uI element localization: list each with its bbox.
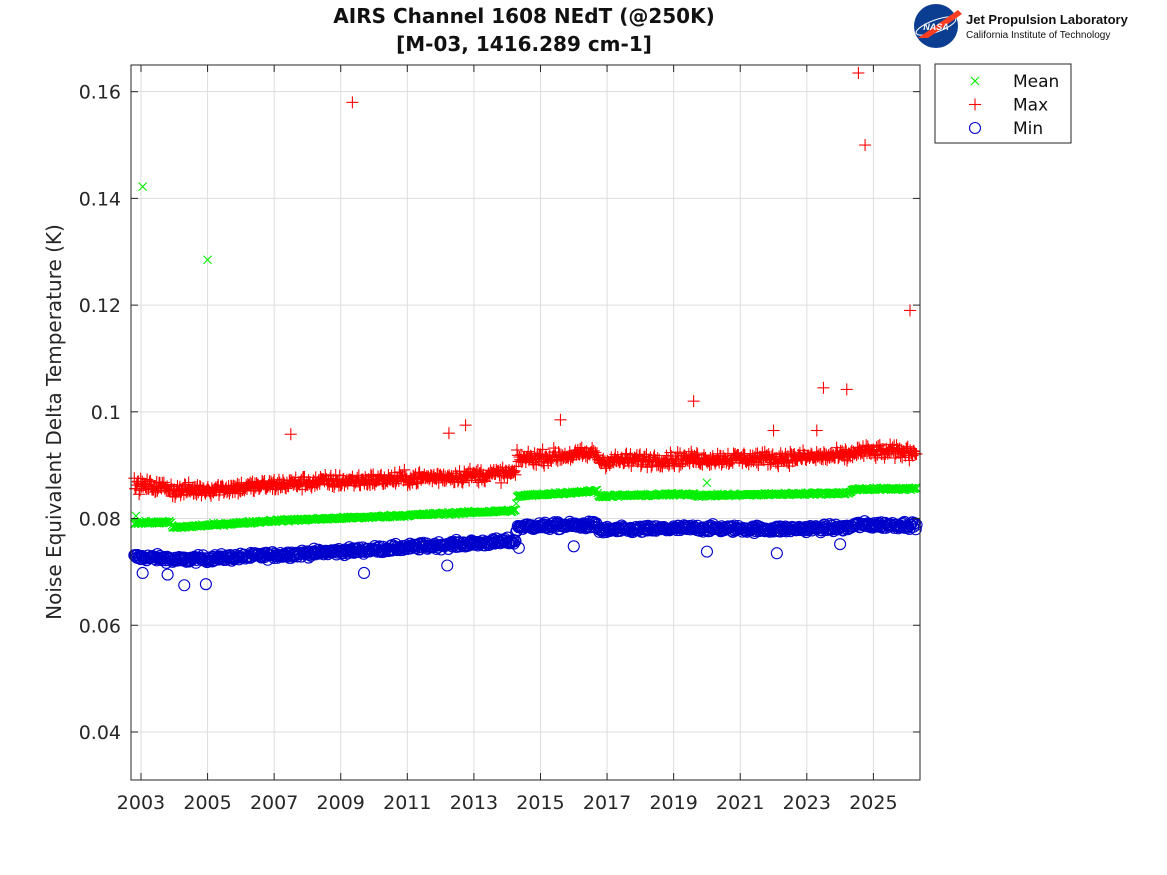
- max-point: [507, 466, 520, 479]
- jpl-logo: NASA Jet Propulsion Laboratory Californi…: [914, 4, 1129, 48]
- max-point: [671, 446, 684, 459]
- jpl-title: Jet Propulsion Laboratory: [966, 12, 1129, 27]
- max-point: [407, 469, 420, 482]
- max-point: [169, 487, 182, 500]
- max-outlier: [852, 67, 865, 80]
- max-point: [772, 460, 785, 473]
- min-outlier: [161, 568, 174, 581]
- orbit-ring-icon: [915, 16, 957, 36]
- max-point: [398, 463, 411, 476]
- max-point: [530, 458, 543, 471]
- max-outlier: [346, 96, 359, 109]
- max-point: [908, 447, 921, 460]
- min-outlier: [567, 540, 580, 553]
- max-point: [527, 458, 540, 471]
- max-point: [673, 460, 686, 473]
- max-point: [191, 479, 204, 492]
- max-point: [903, 454, 916, 467]
- nasa-chevron-icon: [918, 10, 962, 38]
- max-point: [688, 449, 701, 462]
- max-point: [173, 480, 186, 493]
- min-outlier: [770, 547, 783, 560]
- max-outlier: [817, 381, 830, 394]
- max-point: [495, 476, 508, 489]
- max-point: [165, 478, 178, 491]
- max-point: [403, 478, 416, 491]
- min-point: [910, 518, 923, 531]
- max-point: [507, 466, 520, 479]
- min-outlier: [199, 578, 212, 591]
- max-outlier: [904, 304, 917, 317]
- max-point: [280, 482, 293, 495]
- series-max: [128, 67, 923, 504]
- max-point: [328, 480, 341, 493]
- max-point: [385, 469, 398, 482]
- max-outlier: [687, 395, 700, 408]
- min-outlier: [136, 566, 149, 580]
- grid: [131, 65, 920, 780]
- max-outlier: [767, 424, 780, 437]
- max-point: [774, 447, 787, 460]
- max-point: [389, 477, 402, 490]
- min-point: [622, 523, 635, 536]
- min-outlier: [700, 545, 713, 558]
- chart-title: AIRS Channel 1608 NEdT (@250K): [333, 4, 714, 28]
- max-point: [711, 447, 724, 460]
- chart-subtitle: [M-03, 1416.289 cm-1]: [396, 32, 652, 56]
- max-point: [589, 446, 602, 459]
- max-point: [783, 460, 796, 473]
- max-point: [737, 447, 750, 460]
- max-point: [746, 449, 759, 462]
- max-outlier: [442, 427, 455, 440]
- max-point: [717, 455, 730, 468]
- min-outlier: [357, 566, 371, 580]
- series-min: [128, 515, 923, 592]
- min-outlier: [178, 579, 191, 592]
- nasa-badge-text: NASA: [923, 22, 949, 32]
- max-point: [690, 447, 703, 460]
- max-point: [761, 449, 774, 462]
- jpl-subtitle: California Institute of Technology: [966, 30, 1110, 41]
- max-point: [857, 450, 870, 463]
- max-point: [896, 451, 909, 464]
- max-point: [910, 447, 923, 460]
- max-point: [528, 447, 541, 460]
- max-point: [411, 477, 424, 490]
- min-outlier: [512, 541, 525, 554]
- min-point: [909, 523, 922, 536]
- min-outlier: [441, 559, 454, 572]
- max-point: [169, 491, 182, 504]
- plot-area: 2003 2005 2007 2009 2011 2013 2015 2017 2019 2021…: [79, 64, 923, 814]
- max-outlier: [284, 428, 297, 441]
- data-marks: [128, 67, 923, 592]
- max-point: [455, 475, 468, 488]
- min-outlier: [834, 538, 847, 551]
- max-point: [740, 456, 753, 469]
- max-point: [536, 443, 549, 456]
- max-point: [630, 449, 643, 462]
- max-outlier: [810, 424, 823, 437]
- max-point: [686, 454, 699, 467]
- mean-point-stroke: [166, 518, 176, 528]
- max-outlier: [859, 139, 872, 152]
- max-outlier: [840, 383, 853, 396]
- max-point: [145, 478, 158, 491]
- max-point: [908, 445, 921, 458]
- series-mean: [129, 182, 921, 533]
- plot-background: [131, 65, 920, 780]
- max-outlier: [459, 419, 472, 432]
- max-outlier: [554, 413, 567, 426]
- max-point: [509, 468, 522, 481]
- max-point: [668, 459, 681, 472]
- max-point: [534, 448, 547, 461]
